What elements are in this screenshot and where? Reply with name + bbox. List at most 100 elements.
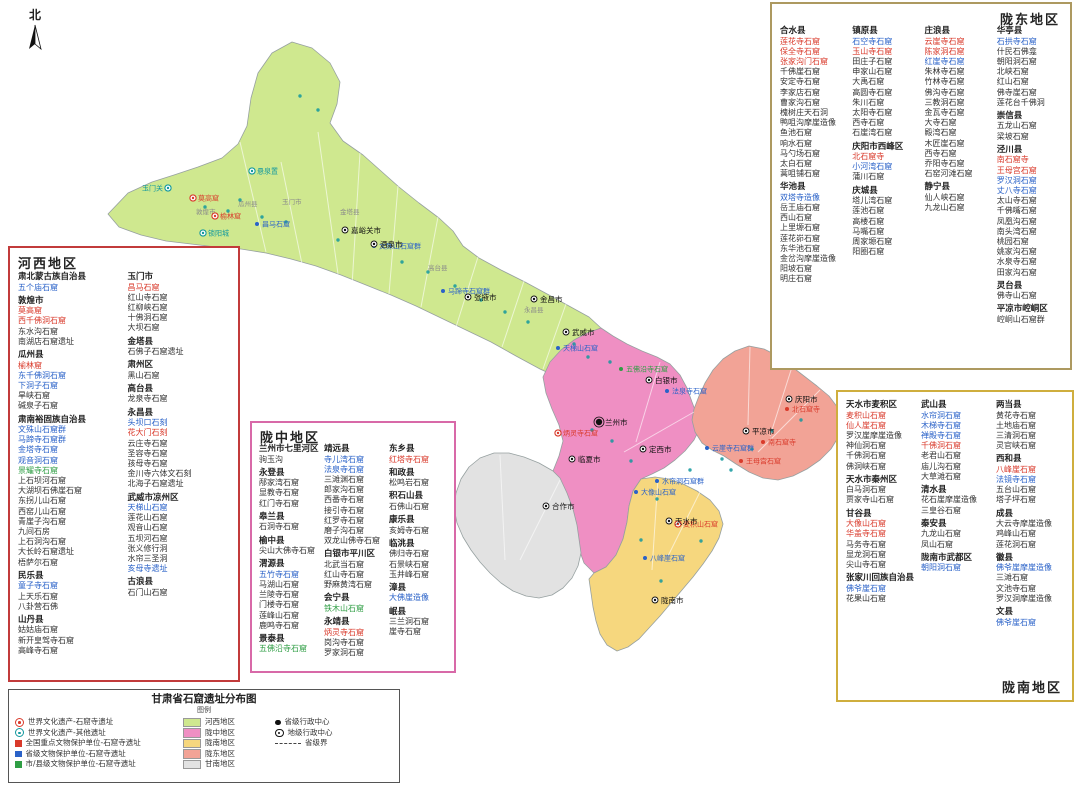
county-group: 镇原县 石空寺石窟 玉山寺石窟 田庄子石窟 申家山石窟 大禹石窟 高圆寺石窟 朱川石窟 太阳寺石… <box>852 26 919 139</box>
site-label: 大像山石窟 <box>641 488 676 497</box>
grotto-site-item: 郎家沟石窟 <box>324 485 364 495</box>
grotto-site-item: 佛爷崖石窟 <box>846 583 886 593</box>
site-list-column: 兰州市七里河区 驹玉沟 永登县 邴家湾石窟 显教寺石窟 红门寺石窟 皋兰县 石洞寺石窟 榆中县尖… <box>259 444 319 668</box>
hexi-region-panel: 河西地区 肃北蒙古族自治县 五个庙石窟 敦煌市 莫高窟 西千佛洞石窟 东水沟石窟 南湖店石窟… <box>8 246 240 682</box>
grotto-site-item: 红山石窟 <box>996 77 1029 87</box>
grotto-site-item: 昌马石窟 <box>127 282 160 292</box>
grotto-site-item: 罗汉洞石窟 <box>996 175 1037 185</box>
county-group: 白银市平川区 北武当石窟 红山寺石窟 野麻黄湾石窟 <box>324 549 384 590</box>
world-heritage-marker-icon <box>15 717 24 727</box>
county-group: 皋兰县 石洞寺石窟 <box>259 512 319 533</box>
site-label: 锁阳城 <box>208 229 229 238</box>
compass-label: 北 <box>28 8 41 22</box>
grotto-site-item: 红崖寺石窟 <box>924 56 965 66</box>
county-name: 崇信县 <box>996 110 1023 121</box>
site-label: 昌马石窟 <box>262 220 290 229</box>
site-list-column: 华亭县 石拱寺石窟 什民石佛龛 朝阳洞石窟 北峡石窟 红山石窟 佛寺崖石窟 莲花台千佛洞崇信县… <box>997 26 1064 364</box>
city-label: 定西市 <box>649 444 672 454</box>
grotto-site-item: 麦积山石窟 <box>846 410 886 420</box>
legend-marker-row-label: 市/县级文物保护单位-石窟寺遗址 <box>25 759 136 769</box>
grotto-site-item: 崆峒山石窟群 <box>996 314 1045 324</box>
city-marker-dot <box>787 397 791 401</box>
grotto-site-item: 白马洞石窟 <box>846 485 886 495</box>
grotto-site-item: 陈家洞石窟 <box>924 46 965 56</box>
county-group: 靖远县 寺儿湾石窟 法泉寺石窟 三滩渊石窟 郎家沟石窟 西番寺石窟 接引寺石窟 红罗寺石窟 磨子… <box>324 444 384 546</box>
grotto-site-item: 田家沟石窟 <box>996 267 1037 277</box>
grotto-site-item: 马务寺石窟 <box>846 539 886 549</box>
grotto-site-item: 仙人崖石窟 <box>846 420 886 430</box>
grotto-site-item: 孩母寺石窟 <box>127 458 168 468</box>
county-group: 民乐县 童子寺石窟 上天乐石窟 八卦营石佛 <box>18 571 123 612</box>
minor-site-dot <box>238 198 242 202</box>
legend-region-column: 河西地区 陇中地区 陇南地区 陇东地区 甘南地区 <box>183 717 275 770</box>
heritage-site-marker-dot <box>676 522 680 526</box>
minor-site-dot <box>316 108 320 112</box>
city-label: 天水市 <box>675 516 698 526</box>
grotto-site-item: 槐树庄天石洞 <box>780 107 828 117</box>
grotto-site-item: 莲峰山石窟 <box>259 610 299 620</box>
grotto-site-item: 莲池石窟 <box>852 206 885 216</box>
legend-admin-row-label: 地级行政中心 <box>287 727 333 737</box>
longnan-columns: 天水市麦积区 麦积山石窟 仙人崖石窟 罗汉崖摩崖造像 神仙洞石窟 千佛洞石窟 佛洞峡石窟 天水… <box>846 400 1066 678</box>
region-gannan <box>453 452 582 599</box>
legend-admin-row-label: 省级界 <box>305 738 328 748</box>
grotto-site-item: 禅殿寺石窟 <box>921 430 961 440</box>
county-group: 华亭县 石拱寺石窟 什民石佛龛 朝阳洞石窟 北峡石窟 红山石窟 佛寺崖石窟 莲花台千佛洞 <box>997 26 1064 108</box>
north-compass: 北 <box>20 6 50 55</box>
minor-site-dot <box>400 260 404 264</box>
city-label: 平凉市 <box>752 426 775 436</box>
grotto-site-item: 九间石房 <box>18 527 50 537</box>
minor-site-dot <box>586 355 590 359</box>
region-color-swatch <box>183 759 201 770</box>
site-label: 五佛沿寺石窟 <box>626 365 668 374</box>
county-group: 康乐县 亥姆寺石窟 <box>389 515 449 536</box>
county-group: 陇南市武都区 朝阳洞石窟 <box>921 553 991 574</box>
grotto-site-item: 圣容寺石窟 <box>127 448 168 458</box>
legend-region-row: 陇中地区 <box>183 728 275 739</box>
minor-site-dot <box>729 468 733 472</box>
grotto-site-item: 金川寺六体文石刻 <box>127 469 192 479</box>
grotto-site-item: 塔儿湾石窟 <box>852 196 893 206</box>
legend-title: 甘肃省石窟遗址分布图 <box>151 693 257 705</box>
legend-region-row: 河西地区 <box>183 717 275 728</box>
legend-marker-column: 世界文化遗产-石窟寺遗址 世界文化遗产-其他遗址 全国重点文物保护单位-石窟寺遗址省… <box>15 717 183 770</box>
city-marker-dot <box>372 242 376 246</box>
city-label: 合作市 <box>552 501 575 511</box>
county-label: 敦煌市 <box>196 207 216 216</box>
grotto-site-item: 三皇谷石窟 <box>921 505 961 515</box>
county-name: 和政县 <box>389 467 415 478</box>
grotto-site-item: 马勺场石窟 <box>780 148 820 158</box>
grotto-site-item: 高圆寺石窟 <box>852 87 893 97</box>
county-name: 兰州市七里河区 <box>259 444 319 454</box>
grotto-site-item: 罗汉崖摩崖造像 <box>846 430 902 440</box>
longzhong-region-title: 陇中地区 <box>260 431 321 446</box>
grotto-site-item: 木匠崖石窟 <box>924 138 965 148</box>
grotto-site-item: 大坝石窟 <box>127 323 160 333</box>
grotto-site-item: 鱼池石窟 <box>780 128 812 138</box>
grotto-site-item: 十佛洞石窟 <box>127 313 168 323</box>
grotto-site-item: 门楼寺石窟 <box>259 600 299 610</box>
minor-site-dot <box>526 320 530 324</box>
grotto-site-marker-icon <box>665 389 669 393</box>
county-group: 文县 佛爷崖石窟 <box>996 607 1066 628</box>
county-label: 高台县 <box>428 263 448 272</box>
grotto-site-marker-icon <box>761 440 765 444</box>
grotto-site-item: 文池寺石窟 <box>996 583 1036 593</box>
county-group: 漳县 大佛崖造像 <box>389 583 449 604</box>
grotto-site-marker-icon <box>634 490 638 494</box>
minor-site-dot <box>426 270 430 274</box>
city-marker-dot <box>667 519 671 523</box>
grotto-site-item: 金岔沟摩崖造像 <box>780 254 836 264</box>
county-name: 敦煌市 <box>18 295 44 306</box>
grotto-site-item: 莫高窟 <box>18 306 42 316</box>
site-label: 玉门关 <box>142 184 163 193</box>
grotto-site-item: 观音山石窟 <box>127 523 168 533</box>
minor-site-dot <box>639 538 643 542</box>
region-hexi <box>107 41 602 376</box>
grotto-site-item: 八峰崖石窟 <box>996 464 1036 474</box>
grotto-site-item: 三兰洞石窟 <box>389 617 429 627</box>
site-label: 炳灵寺石窟 <box>563 429 598 438</box>
grotto-site-item: 龙泉寺石窟 <box>127 394 168 404</box>
longdong-region-title: 陇东地区 <box>999 13 1060 28</box>
grotto-site-item: 大禹石窟 <box>852 77 885 87</box>
